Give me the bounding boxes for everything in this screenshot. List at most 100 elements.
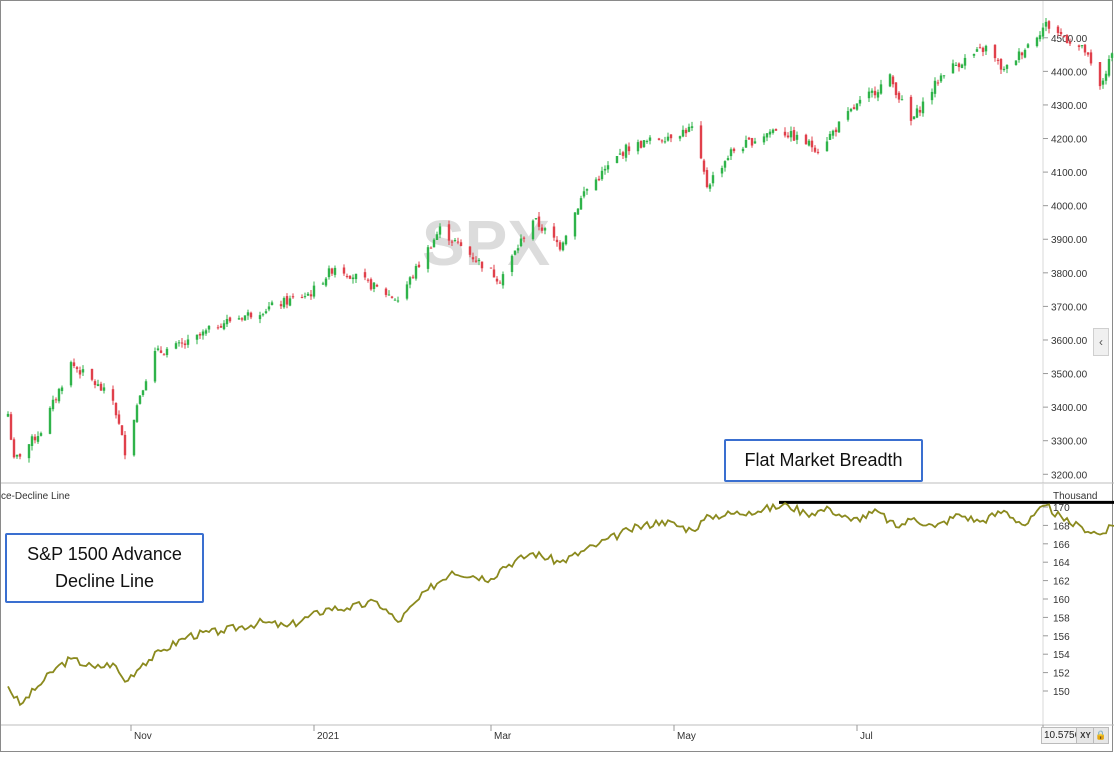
candle — [768, 129, 772, 138]
candle — [540, 224, 544, 234]
candle — [36, 431, 40, 444]
candle — [594, 177, 598, 191]
candle — [417, 261, 421, 268]
candle — [393, 298, 397, 301]
candle — [1056, 25, 1060, 37]
lock-icon[interactable]: 🔒 — [1093, 727, 1109, 744]
candle — [939, 73, 943, 84]
candle — [660, 139, 664, 144]
candle — [816, 148, 820, 155]
candle — [324, 276, 328, 288]
candle — [246, 309, 250, 320]
candle — [690, 121, 694, 131]
candle — [435, 231, 439, 241]
candle — [834, 127, 838, 137]
candle — [942, 75, 946, 79]
candle — [495, 276, 499, 285]
candle — [639, 140, 643, 149]
adline-tick-label: 154 — [1053, 650, 1070, 661]
candle — [240, 317, 244, 322]
price-tick-label: 4100.00 — [1051, 168, 1088, 179]
flat-market-breadth-callout: Flat Market Breadth — [724, 439, 923, 482]
candle — [96, 379, 100, 387]
candle — [792, 126, 796, 141]
candle — [309, 290, 313, 300]
candle — [552, 222, 556, 241]
candle — [1110, 52, 1114, 62]
candle — [279, 300, 283, 309]
candle — [1065, 34, 1069, 44]
candle — [852, 104, 856, 110]
candle — [186, 334, 190, 348]
candle — [663, 136, 667, 144]
candle — [573, 212, 577, 240]
adline-tick-label: 170 — [1053, 503, 1070, 514]
candle — [624, 143, 628, 162]
candle — [132, 419, 136, 457]
candle — [90, 368, 94, 382]
candle — [723, 160, 727, 172]
candle — [855, 103, 859, 111]
candle — [870, 88, 874, 98]
candle — [1041, 23, 1045, 40]
candle — [918, 106, 922, 117]
candle — [216, 324, 220, 330]
price-y-axis: 4500.00 4400.00 4300.00 4200.00 4100.00 4000.… — [1043, 34, 1088, 481]
candle — [282, 296, 286, 309]
candle — [69, 360, 73, 388]
candle — [597, 175, 601, 182]
candle — [207, 325, 211, 333]
candle — [603, 165, 607, 175]
candle — [18, 453, 22, 460]
spx-watermark: SPX — [422, 207, 550, 279]
candle — [513, 250, 517, 256]
candle — [765, 133, 769, 142]
candle — [999, 58, 1003, 74]
candle — [312, 281, 316, 299]
candle — [141, 389, 145, 397]
candle — [429, 246, 433, 249]
candle — [501, 271, 505, 289]
candle — [30, 434, 34, 451]
candle — [99, 381, 103, 391]
candle — [705, 167, 709, 189]
candle — [366, 278, 370, 283]
candle — [561, 241, 565, 252]
candle — [873, 86, 877, 99]
adline-tick-label: 166 — [1053, 540, 1070, 551]
candle — [303, 292, 307, 299]
candle — [1005, 64, 1009, 74]
candle — [804, 133, 808, 145]
candle — [708, 183, 712, 192]
date-tick-label: Nov — [134, 731, 152, 742]
candle — [228, 316, 232, 323]
candle — [1017, 48, 1021, 63]
candle — [1035, 36, 1039, 48]
candle — [390, 295, 394, 299]
candle — [636, 139, 640, 155]
candle — [300, 294, 304, 299]
collapse-panel-arrow-icon[interactable]: ‹ — [1093, 328, 1109, 356]
candle — [1014, 60, 1018, 66]
candle — [1086, 52, 1090, 57]
candle — [579, 195, 583, 210]
price-tick-label: 3900.00 — [1051, 235, 1088, 246]
candle — [270, 300, 274, 306]
date-x-axis: Nov2021MarMayJulSep — [130, 725, 1064, 742]
candle — [849, 107, 853, 113]
candle — [1023, 48, 1027, 59]
candle — [747, 136, 751, 141]
candle — [369, 277, 373, 291]
candle — [456, 237, 460, 245]
candle — [285, 293, 289, 309]
candle — [165, 347, 169, 358]
candle — [411, 274, 415, 279]
candle — [921, 97, 925, 117]
candle — [930, 88, 934, 105]
lower-panel-units: Thousand — [1053, 491, 1097, 502]
adline-callout-line2: Decline Line — [54, 571, 155, 591]
candle — [522, 236, 526, 243]
candle — [72, 358, 76, 369]
candle — [963, 54, 967, 70]
candle — [984, 44, 988, 55]
